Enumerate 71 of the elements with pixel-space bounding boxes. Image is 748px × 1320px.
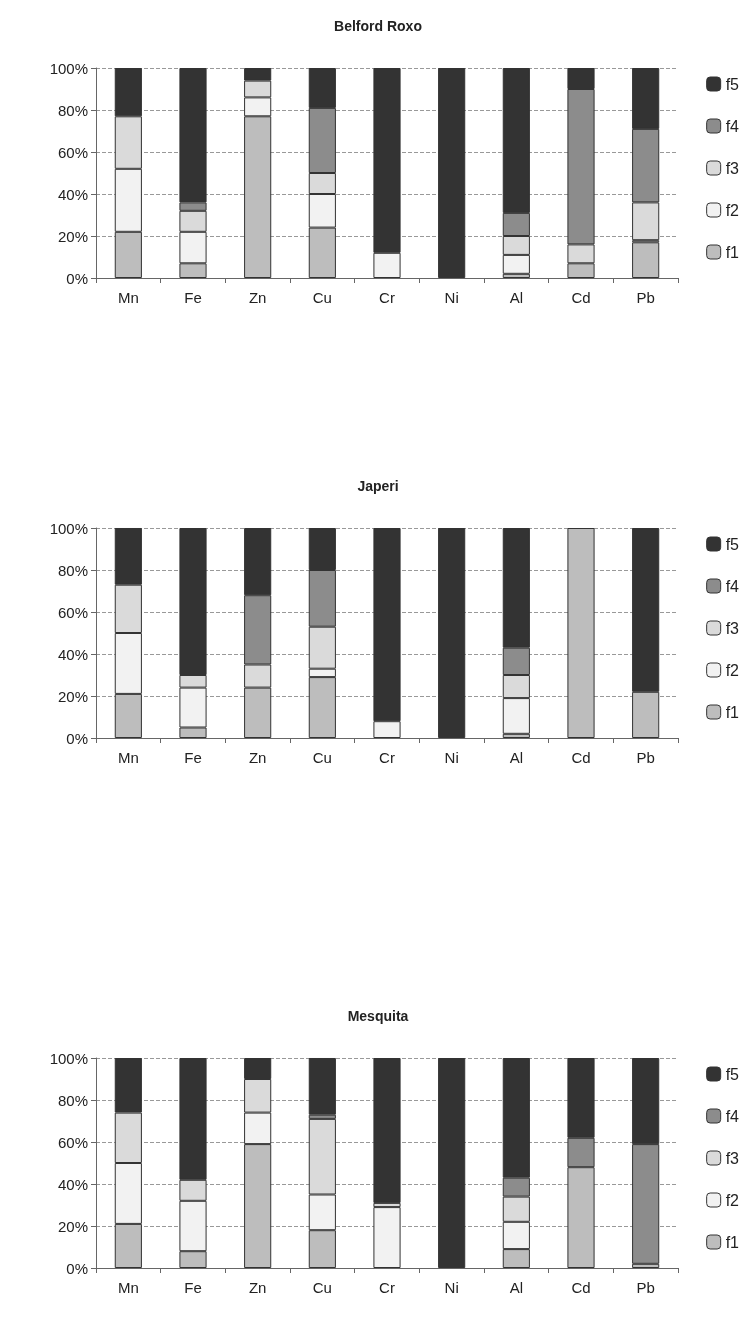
x-tick-label: Cr [379,749,395,766]
legend-label: f1 [725,703,740,721]
y-tick-label: 0% [66,729,88,747]
x-tick-label: Cd [571,749,591,766]
x-tick-label: Zn [248,289,267,306]
y-tick-label: 40% [57,185,88,203]
legend-label: f3 [725,159,740,177]
y-tick-label: 100% [49,59,88,77]
x-tick-label: Cr [379,289,395,306]
x-tick-label: Fe [184,289,202,306]
x-tick-label: Pb [636,1279,655,1296]
legend-label: f5 [725,1065,740,1083]
x-tick-label: Ni [444,289,459,306]
x-tick-label: Pb [636,749,655,766]
x-tick-label: Cu [312,1279,332,1296]
x-tick-label: Cd [571,1279,591,1296]
x-tick-label: Cu [312,749,332,766]
legend-label: f4 [725,1107,740,1125]
y-tick-label: 80% [57,101,88,119]
x-tick-label: Ni [444,749,459,766]
x-tick-label: Ni [444,1279,459,1296]
bar [373,1207,401,1268]
y-tick-label: 40% [57,645,88,663]
legend-label: f5 [725,535,740,553]
chart-title: Belford Roxo [334,18,422,34]
y-tick-label: 80% [57,1091,88,1109]
legend-label: f3 [725,1149,740,1167]
legend-label: f2 [725,1191,740,1209]
x-tick-label: Zn [248,1279,267,1296]
chart-title: Mesquita [347,1008,409,1024]
bar [438,68,466,278]
legend-label: f2 [725,661,740,679]
bar [438,1058,466,1268]
legend-label: f2 [725,201,740,219]
x-tick-label: Mn [117,289,139,306]
bar [308,1058,336,1115]
x-tick-label: Cd [571,289,591,306]
y-tick-label: 100% [49,1049,88,1067]
y-tick-label: 40% [57,1175,88,1193]
y-tick-label: 100% [49,519,88,537]
x-tick-label: Mn [117,749,139,766]
x-tick-label: Al [509,1279,524,1296]
legend-label: f4 [725,117,740,135]
bar [438,528,466,738]
bar [567,528,595,738]
y-tick-label: 60% [57,603,88,621]
x-tick-label: Cu [312,289,332,306]
y-tick-label: 0% [66,269,88,287]
y-tick-label: 20% [57,687,88,705]
bar [373,1058,401,1203]
bar [632,242,660,278]
y-tick-label: 60% [57,143,88,161]
y-tick-label: 0% [66,1259,88,1277]
y-tick-label: 20% [57,227,88,245]
x-tick-label: Fe [184,749,202,766]
x-tick-label: Pb [636,289,655,306]
legend-label: f1 [725,243,740,261]
x-tick-label: Mn [117,1279,139,1296]
legend-label: f3 [725,619,740,637]
y-tick-label: 60% [57,1133,88,1151]
y-tick-label: 20% [57,1217,88,1235]
x-tick-label: Cr [379,1279,395,1296]
y-tick-label: 80% [57,561,88,579]
x-tick-label: Zn [248,749,267,766]
x-tick-label: Fe [184,1279,202,1296]
legend-label: f4 [725,577,740,595]
chart-title: Japeri [357,478,399,494]
legend-label: f5 [725,75,740,93]
x-tick-label: Al [509,289,524,306]
legend-label: f1 [725,1233,740,1251]
x-tick-label: Al [509,749,524,766]
